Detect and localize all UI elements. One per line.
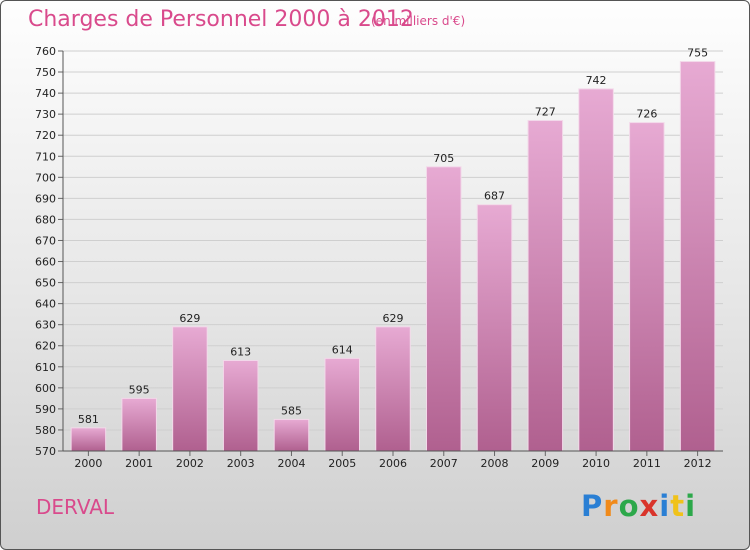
value-label-2005: 614 — [332, 343, 353, 356]
value-label-2000: 581 — [78, 413, 99, 426]
value-label-2001: 595 — [129, 383, 150, 396]
x-tick-label-2003: 2003 — [227, 457, 255, 470]
proxiti-logo[interactable]: Proxiti — [581, 489, 697, 523]
value-label-2006: 629 — [383, 312, 404, 325]
value-label-2002: 629 — [179, 312, 200, 325]
x-tick-label-2008: 2008 — [481, 457, 509, 470]
y-tick-label: 750 — [35, 66, 56, 79]
chart-subtitle: (en milliers d'€) — [371, 14, 466, 28]
y-tick-label: 660 — [35, 256, 56, 269]
x-tick-label-2012: 2012 — [684, 457, 712, 470]
x-tick-label-2002: 2002 — [176, 457, 204, 470]
y-tick-label: 760 — [35, 45, 56, 58]
value-label-2012: 755 — [687, 47, 708, 60]
value-label-2009: 727 — [535, 105, 556, 118]
y-tick-label: 640 — [35, 298, 56, 311]
chart-title: Charges de Personnel 2000 à 2012 — [28, 7, 414, 32]
y-tick-label: 580 — [35, 424, 56, 437]
bar-2006 — [375, 326, 411, 452]
bars: 581 595 629 613 585 614 629 705 687 727 742 726 755 — [70, 47, 716, 452]
bar-2010 — [578, 88, 614, 452]
value-label-2007: 705 — [433, 152, 454, 165]
x-tick-label-2006: 2006 — [379, 457, 407, 470]
y-tick-label: 680 — [35, 213, 56, 226]
x-tick-label-2004: 2004 — [277, 457, 305, 470]
x-tick-label-2010: 2010 — [582, 457, 610, 470]
bar-2004 — [273, 418, 310, 452]
bar-2000 — [70, 427, 107, 452]
y-tick-label: 650 — [35, 277, 56, 290]
bar-2007 — [426, 166, 462, 452]
x-tick-label-2001: 2001 — [125, 457, 153, 470]
value-label-2008: 687 — [484, 190, 505, 203]
x-axis-ticks: 2000 2001 2002 2003 2004 2005 2006 2007 2008 2009… — [74, 451, 712, 470]
x-tick-label-2000: 2000 — [74, 457, 102, 470]
commune-name: DERVAL — [36, 495, 115, 519]
bar-2012 — [679, 61, 716, 452]
y-tick-label: 590 — [35, 403, 56, 416]
value-label-2004: 585 — [281, 404, 302, 417]
bar-2001 — [121, 397, 157, 452]
bar-2002 — [172, 326, 208, 452]
value-label-2010: 742 — [586, 74, 607, 87]
bar-2008 — [476, 204, 513, 452]
bar-2011 — [629, 122, 665, 452]
value-label-2003: 613 — [230, 345, 251, 358]
y-tick-label: 720 — [35, 129, 56, 142]
y-tick-label: 690 — [35, 192, 56, 205]
y-tick-label: 730 — [35, 108, 56, 121]
bar-2009 — [527, 119, 564, 452]
y-tick-label: 630 — [35, 319, 56, 332]
y-tick-label: 610 — [35, 361, 56, 374]
x-tick-label-2007: 2007 — [430, 457, 458, 470]
y-tick-label: 710 — [35, 150, 56, 163]
x-tick-label-2009: 2009 — [531, 457, 559, 470]
y-tick-label: 620 — [35, 340, 56, 353]
y-tick-label: 570 — [35, 445, 56, 458]
y-axis-ticks: 570 580 590 600 610 620 630 640 650 660 670 680 690 7… — [35, 45, 63, 458]
y-tick-label: 700 — [35, 171, 56, 184]
bar-2003 — [222, 359, 259, 452]
x-tick-label-2005: 2005 — [328, 457, 356, 470]
y-tick-label: 740 — [35, 87, 56, 100]
value-label-2011: 726 — [636, 108, 657, 121]
y-tick-label: 600 — [35, 382, 56, 395]
y-tick-label: 670 — [35, 234, 56, 247]
bar-2005 — [324, 357, 360, 452]
x-tick-label-2011: 2011 — [633, 457, 661, 470]
